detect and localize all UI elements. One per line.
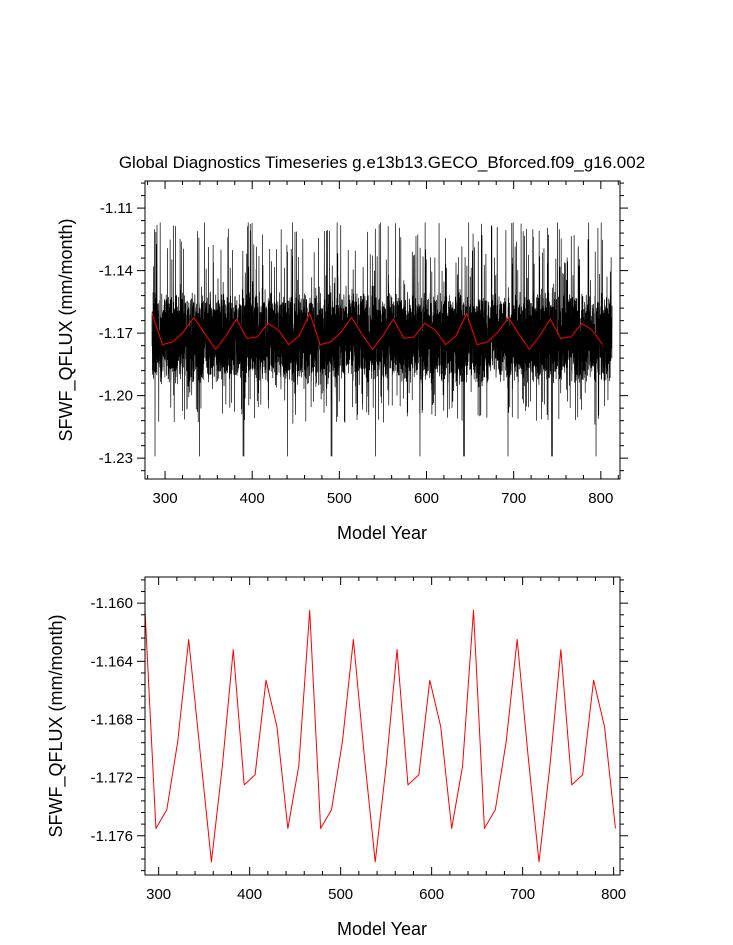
bottom-y-tick-label: -1.172 (90, 770, 133, 787)
bottom-y-tick-label: -1.164 (90, 653, 133, 670)
bottom-series-smoothed-line (145, 609, 616, 863)
top-lines (151, 222, 613, 457)
bottom-y-tick-label: -1.168 (90, 711, 133, 728)
top-y-tick-label: -1.14 (99, 263, 133, 280)
top-x-tick-label: 600 (414, 490, 439, 507)
top-series-layer (151, 222, 613, 457)
bottom-x-tick-label: 300 (146, 886, 171, 903)
bottom-lines (145, 609, 616, 863)
top-x-tick-label: 800 (588, 490, 613, 507)
top-x-axis-label: Model Year (337, 523, 427, 543)
top-panel: 300 400 500 600 700 800 -1.23 -1.20 -1.17 -1.14 -1… (56, 180, 628, 543)
bottom-x-tick-label: 400 (237, 886, 262, 903)
bottom-x-tick-label: 600 (419, 886, 444, 903)
top-y-tick-label: -1.20 (99, 388, 133, 405)
top-ticks: 300 400 500 600 700 800 -1.23 -1.20 -1.17 -1.14 -1… (99, 181, 628, 507)
top-plot-frame (144, 180, 621, 480)
bottom-x-tick-label: 500 (328, 886, 353, 903)
bottom-y-tick-label: -1.160 (90, 595, 133, 612)
bottom-y-tick-label: -1.176 (90, 828, 133, 845)
chart-title: Global Diagnostics Timeseries g.e13b13.G… (119, 153, 645, 172)
top-x-tick-label: 400 (240, 490, 265, 507)
bottom-x-axis-label: Model Year (337, 919, 427, 939)
top-y-tick-label: -1.23 (99, 450, 133, 467)
top-y-tick-label: -1.11 (100, 200, 133, 217)
bottom-x-tick-label: 700 (510, 886, 535, 903)
bottom-panel: 300 400 500 600 700 800 -1.176 -1.172 -1.168 -1.1… (46, 576, 628, 939)
top-series-smoothed-line (151, 312, 603, 350)
bottom-series-layer (145, 609, 616, 863)
bottom-y-axis-label: SFWF_QFLUX (mm/month) (46, 614, 67, 837)
bottom-x-tick-label: 800 (601, 886, 626, 903)
top-x-tick-label: 700 (501, 490, 526, 507)
bottom-ticks: 300 400 500 600 700 800 -1.176 -1.172 -1.168 -1.1… (90, 577, 628, 903)
top-x-tick-label: 300 (153, 490, 178, 507)
bottom-plot-frame (144, 576, 621, 876)
top-x-tick-label: 500 (327, 490, 352, 507)
top-y-axis-label: SFWF_QFLUX (mm/month) (56, 218, 77, 441)
top-y-tick-label: -1.17 (99, 325, 133, 342)
top-series-monthly-line (151, 222, 613, 457)
